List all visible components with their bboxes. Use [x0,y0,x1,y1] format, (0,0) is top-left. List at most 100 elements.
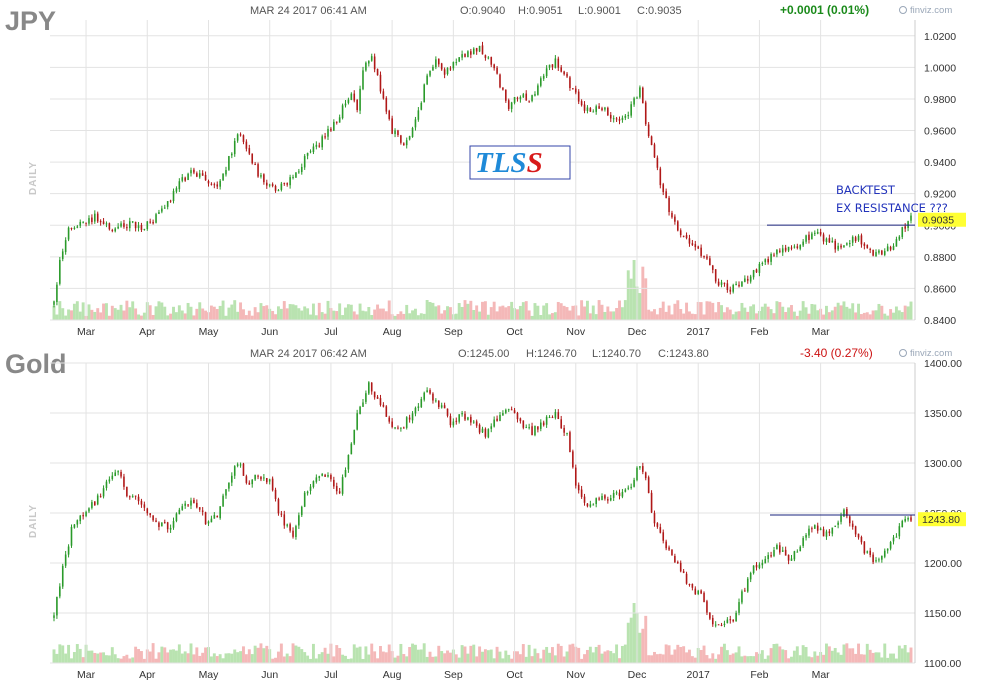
volume-bar [539,658,543,663]
volume-bar [731,314,735,320]
volume-bar [591,652,595,663]
volume-bar [673,649,677,663]
x-tick-label: Oct [506,326,522,338]
volume-bar [548,652,552,663]
candle-body [749,276,752,282]
volume-bar [431,656,435,663]
volume-bar [230,304,234,320]
candle-body [102,488,105,497]
volume-bar [822,654,826,663]
volume-bar [344,655,347,663]
volume-bar [722,643,726,663]
candle-body [236,134,239,141]
volume-bar [542,649,546,663]
volume-bar [209,305,213,320]
candle-body [851,523,854,527]
volume-bar [874,652,878,663]
volume-bar [588,313,592,320]
volume-bar [72,303,76,320]
candle-body [327,128,329,137]
volume-bar [364,646,368,663]
candle-body [123,476,125,487]
volume-bar [81,657,85,663]
candle-body [134,495,137,497]
y-tick-label: 1.0000 [924,62,956,74]
volume-bar [399,311,403,320]
volume-bar [760,650,764,663]
candle-body [99,496,102,498]
volume-bar [676,300,680,320]
candle-body [166,201,169,207]
volume-bar [720,305,723,320]
volume-bar [504,650,508,663]
volume-bar [685,652,689,663]
volume-bar [460,645,464,663]
candle-body [432,66,434,71]
volume-bar [408,646,412,663]
candle-body [580,101,583,106]
volume-bar [204,647,208,663]
candle-body [207,180,210,184]
candle-body [370,56,373,61]
candle-body [647,124,650,137]
volume-bar [489,307,493,320]
candle-body [330,128,332,131]
volume-bar [731,653,735,663]
volume-bar [804,647,808,663]
candle-body [507,100,510,109]
volume-bar [338,303,342,320]
candle-body [248,148,251,154]
volume-bar [113,654,117,663]
candle-body [819,231,822,235]
candle-body [408,136,411,140]
candle-body [633,479,635,487]
volume-bar [591,305,595,320]
finviz-logo-icon [899,349,907,357]
candle-body [268,184,271,186]
candle-body [569,77,571,89]
candle-body [335,485,338,492]
candle-body [784,549,787,556]
volume-bar [393,315,397,320]
x-tick-label: Mar [77,326,96,338]
candle-body [572,451,574,468]
volume-bar [75,644,79,663]
volume-bar [626,622,630,663]
candle-body [630,486,632,488]
volume-bar [486,314,490,320]
annotation-line-2: EX RESISTANCE ??? [836,201,948,215]
candle-body [703,592,705,603]
volume-bar [501,658,505,663]
volume-bar [909,647,913,663]
candle-body [478,424,481,433]
candle-body [356,99,358,110]
candle-body [653,144,656,158]
tlss-watermark: TLSS [469,145,571,180]
candles [53,381,912,628]
volume-bar [250,315,254,320]
candle-body [860,537,863,543]
volume-bar [553,655,557,663]
candle-body [831,527,834,534]
volume-bar [559,303,563,320]
candle-body [225,489,227,496]
volume-bar [352,644,356,663]
volume-bar [492,301,496,320]
candle-body [140,500,143,505]
candle-body [586,503,589,507]
candle-body [822,529,825,537]
volume-bar [533,303,537,320]
volume-bar [253,307,257,320]
candle-body [312,146,315,153]
volume-bar [711,302,715,320]
candle-body [709,258,711,266]
candle-body [609,114,612,119]
candle-body [105,223,108,225]
candle-body [131,221,134,223]
candle-body [324,136,326,138]
candle-body [644,472,647,479]
candle-body [94,501,96,506]
volume-bar [160,646,164,663]
candle-body [773,254,775,256]
candle-body [857,533,860,538]
